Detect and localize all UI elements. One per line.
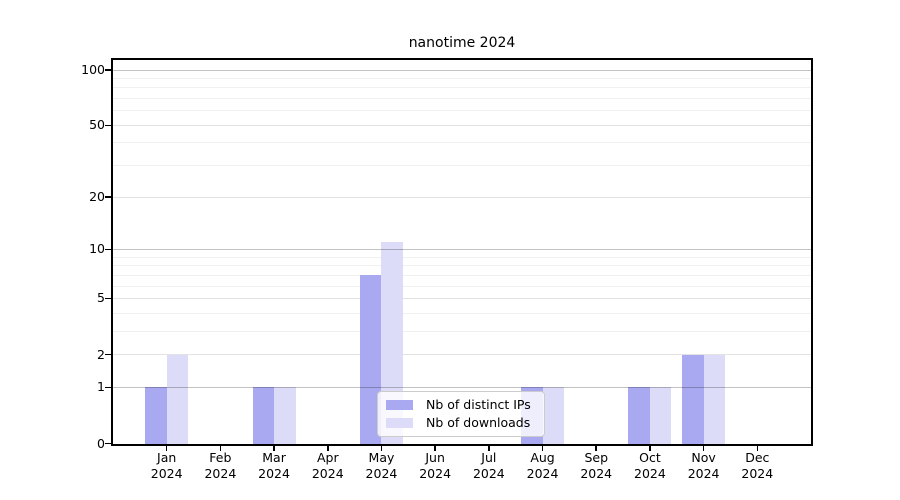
gridline-50 — [113, 124, 811, 126]
gridline-3 — [113, 330, 811, 332]
x-tick-mark-mar — [273, 446, 275, 451]
x-tick-mark-nov — [702, 446, 705, 451]
legend-label-downloads: Nb of downloads — [426, 415, 531, 430]
gridline-30 — [113, 165, 811, 167]
gridline-6 — [113, 285, 811, 287]
gridline-9 — [113, 256, 811, 258]
y-tick-label-1: 1 — [97, 379, 105, 395]
y-tick-mark-5 — [105, 297, 111, 300]
y-tick-label-5: 5 — [97, 290, 105, 306]
x-tick-mark-aug — [541, 446, 544, 451]
bar-nov-ips — [682, 354, 704, 444]
bar-mar-ips — [252, 387, 275, 444]
bar-aug-downloads — [542, 387, 565, 444]
y-tick-mark-100 — [105, 69, 111, 71]
x-tick-label-oct: Oct 2024 — [634, 450, 666, 481]
gridline-80 — [113, 87, 811, 89]
bar-jan-ips — [145, 387, 167, 444]
bar-may-ips — [359, 275, 382, 444]
gridline-2 — [113, 354, 811, 356]
legend-swatch-downloads — [386, 417, 413, 428]
gridline-40 — [113, 142, 811, 144]
x-tick-label-jan: Jan 2024 — [150, 450, 183, 481]
x-tick-label-sep: Sep 2024 — [580, 450, 613, 481]
chart-title: nanotime 2024 — [408, 35, 516, 51]
gridline-70 — [113, 98, 811, 100]
y-tick-mark-2 — [105, 353, 111, 356]
gridline-10 — [113, 248, 811, 250]
legend: Nb of distinct IPs Nb of downloads — [377, 391, 545, 437]
gridline-1 — [113, 386, 811, 388]
y-tick-label-0: 0 — [97, 435, 105, 451]
x-tick-label-dec: Dec 2024 — [741, 450, 774, 481]
x-tick-mark-jul — [488, 446, 490, 451]
bar-jan-downloads — [166, 354, 189, 444]
x-tick-label-mar: Mar 2024 — [258, 450, 290, 481]
x-tick-mark-oct — [649, 446, 651, 451]
legend-swatch-distinct-ips — [386, 399, 413, 410]
x-tick-mark-sep — [595, 446, 597, 451]
bar-mar-downloads — [274, 387, 296, 444]
bar-nov-downloads — [703, 354, 726, 444]
legend-label-distinct-ips: Nb of distinct IPs — [426, 397, 531, 412]
plot-area: Nb of distinct IPs Nb of downloads — [111, 58, 813, 446]
gridline-7 — [113, 274, 811, 276]
y-tick-label-100: 100 — [81, 62, 105, 77]
x-tick-mark-may — [380, 446, 383, 451]
y-tick-mark-0 — [105, 442, 111, 445]
gridline-60 — [113, 110, 811, 112]
x-tick-label-aug: Aug 2024 — [526, 450, 559, 481]
gridline-100 — [113, 69, 811, 71]
x-tick-label-may: May 2024 — [365, 450, 398, 481]
gridline-4 — [113, 312, 811, 314]
y-tick-mark-1 — [105, 386, 111, 389]
x-tick-label-nov: Nov 2024 — [687, 450, 720, 481]
x-tick-label-jul: Jul 2024 — [472, 450, 505, 481]
legend-item-downloads: Nb of downloads — [386, 415, 536, 430]
bar-oct-downloads — [649, 387, 672, 444]
y-tick-label-20: 20 — [89, 189, 105, 205]
y-tick-mark-20 — [105, 196, 111, 198]
y-tick-mark-50 — [105, 124, 111, 127]
x-tick-mark-feb — [219, 446, 222, 451]
gridline-8 — [113, 265, 811, 267]
x-tick-mark-apr — [327, 446, 329, 451]
gridline-20 — [113, 196, 811, 198]
x-tick-label-jun: Jun 2024 — [419, 450, 452, 481]
gridline-5 — [113, 297, 811, 299]
x-tick-mark-dec — [756, 446, 759, 451]
bar-oct-ips — [628, 387, 650, 444]
gridline-90 — [113, 77, 811, 79]
y-tick-label-10: 10 — [89, 241, 105, 257]
legend-item-distinct-ips: Nb of distinct IPs — [386, 397, 536, 412]
x-tick-label-apr: Apr 2024 — [311, 450, 344, 481]
y-tick-mark-10 — [105, 248, 111, 251]
x-tick-label-feb: Feb 2024 — [204, 450, 237, 481]
y-tick-label-50: 50 — [89, 117, 105, 133]
y-tick-label-2: 2 — [97, 346, 105, 362]
x-tick-mark-jun — [434, 446, 436, 451]
x-tick-mark-jan — [165, 446, 168, 451]
